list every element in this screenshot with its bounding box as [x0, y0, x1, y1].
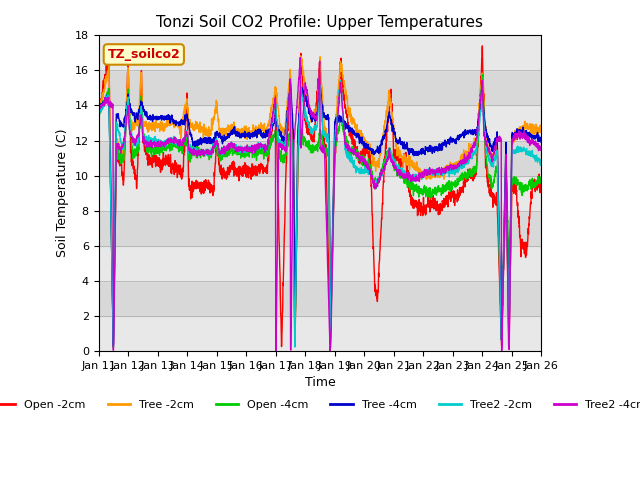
Tree -2cm	[95, 108, 102, 114]
Open -4cm	[342, 135, 349, 141]
Open -4cm	[95, 112, 102, 118]
Line: Tree -2cm: Tree -2cm	[99, 56, 541, 344]
Tree2 -4cm	[272, 348, 280, 354]
Tree2 -2cm	[332, 123, 340, 129]
Line: Tree2 -4cm: Tree2 -4cm	[99, 58, 541, 351]
Open -4cm	[511, 179, 519, 184]
Tree2 -2cm	[337, 78, 344, 84]
Open -2cm	[332, 136, 340, 142]
Tree -2cm	[342, 87, 349, 93]
Tree -4cm	[218, 136, 226, 142]
Tree2 -2cm	[538, 159, 545, 165]
Open -2cm	[499, 299, 506, 305]
Tree -2cm	[448, 164, 456, 169]
Open -4cm	[538, 177, 545, 182]
X-axis label: Time: Time	[305, 376, 335, 389]
Tree2 -2cm	[342, 149, 350, 155]
Tree2 -2cm	[291, 344, 299, 350]
Tree2 -4cm	[511, 130, 519, 136]
Bar	[99, 281, 541, 316]
Tree2 -2cm	[95, 112, 102, 118]
Open -2cm	[218, 176, 226, 182]
Open -2cm	[95, 106, 102, 111]
Tree2 -4cm	[218, 148, 226, 154]
Y-axis label: Soil Temperature (C): Soil Temperature (C)	[56, 129, 69, 257]
Tree -4cm	[538, 139, 545, 145]
Open -2cm	[448, 193, 456, 199]
Tree -2cm	[297, 53, 305, 59]
Tree -4cm	[332, 115, 340, 120]
Tree -4cm	[95, 105, 102, 110]
Tree2 -4cm	[499, 310, 506, 315]
Bar	[99, 176, 541, 211]
Text: TZ_soilco2: TZ_soilco2	[108, 48, 180, 61]
Tree -2cm	[499, 300, 506, 305]
Tree -2cm	[498, 341, 506, 347]
Open -4cm	[109, 345, 117, 351]
Tree -4cm	[449, 136, 456, 142]
Tree2 -2cm	[449, 168, 456, 174]
Bar	[99, 211, 541, 246]
Tree2 -4cm	[538, 144, 545, 150]
Tree2 -4cm	[95, 107, 102, 112]
Open -2cm	[511, 184, 519, 190]
Tree2 -2cm	[499, 295, 506, 301]
Legend: Open -2cm, Tree -2cm, Open -4cm, Tree -4cm, Tree2 -2cm, Tree2 -4cm: Open -2cm, Tree -2cm, Open -4cm, Tree -4…	[0, 396, 640, 415]
Open -4cm	[499, 296, 506, 302]
Line: Tree -4cm: Tree -4cm	[99, 83, 541, 346]
Tree2 -2cm	[511, 147, 519, 153]
Bar	[99, 71, 541, 106]
Open -4cm	[479, 72, 486, 78]
Tree2 -4cm	[332, 130, 340, 135]
Tree -2cm	[332, 112, 340, 118]
Bar	[99, 141, 541, 176]
Bar	[99, 36, 541, 71]
Title: Tonzi Soil CO2 Profile: Upper Temperatures: Tonzi Soil CO2 Profile: Upper Temperatur…	[157, 15, 483, 30]
Tree2 -4cm	[296, 55, 304, 60]
Tree -2cm	[511, 134, 519, 140]
Open -4cm	[332, 137, 340, 143]
Open -2cm	[342, 106, 349, 112]
Bar	[99, 246, 541, 281]
Open -4cm	[218, 156, 226, 162]
Tree2 -2cm	[218, 147, 226, 153]
Tree -2cm	[538, 121, 545, 127]
Open -2cm	[538, 185, 545, 191]
Line: Open -4cm: Open -4cm	[99, 75, 541, 348]
Bar	[99, 316, 541, 351]
Open -4cm	[448, 187, 456, 192]
Tree -4cm	[511, 132, 519, 138]
Tree -4cm	[499, 289, 506, 295]
Tree -4cm	[287, 80, 294, 85]
Tree -2cm	[218, 130, 226, 135]
Open -2cm	[479, 43, 486, 49]
Tree2 -4cm	[342, 143, 350, 148]
Open -2cm	[278, 344, 285, 349]
Line: Open -2cm: Open -2cm	[99, 46, 541, 347]
Tree -4cm	[109, 343, 117, 348]
Bar	[99, 106, 541, 141]
Line: Tree2 -2cm: Tree2 -2cm	[99, 81, 541, 347]
Tree -4cm	[342, 120, 350, 126]
Tree2 -4cm	[449, 163, 456, 169]
